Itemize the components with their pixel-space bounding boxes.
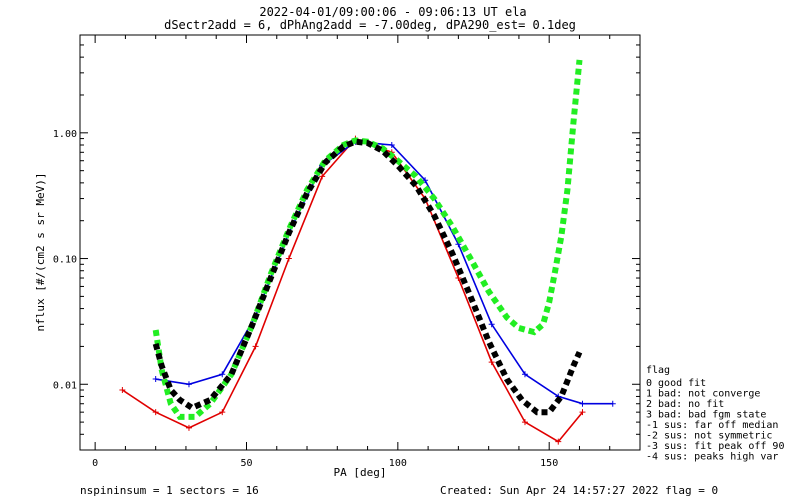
blue-flux-point — [422, 177, 429, 184]
red-flux-point — [285, 255, 292, 262]
x-axis-label: PA [deg] — [334, 466, 387, 479]
red-flux-point — [488, 359, 495, 366]
series-group — [119, 59, 616, 445]
red-flux-point — [219, 409, 226, 416]
title-line-1: 2022-04-01/09:00:06 - 09:06:13 UT ela — [259, 5, 526, 19]
legend-item: -3 sus: fit peak off 90 — [646, 441, 784, 452]
red-flux-point — [455, 275, 462, 282]
red-flux-point — [319, 173, 326, 180]
red-flux-point — [579, 409, 586, 416]
legend-heading: flag — [646, 365, 670, 376]
y-tick-label: 0.01 — [53, 380, 77, 391]
blue-flux-point — [219, 371, 226, 378]
blue-flux-point — [521, 371, 528, 378]
legend-item: 3 bad: bad fgm state — [646, 410, 766, 421]
plot-frame — [79, 34, 641, 451]
y-tick-label: 1.00 — [53, 129, 77, 140]
legend-item: 2 bad: no fit — [646, 399, 724, 410]
red-flux-point — [252, 343, 259, 350]
blue-flux-point — [388, 142, 395, 149]
legend-item: -2 sus: not symmetric — [646, 431, 772, 442]
flag-legend: flag 0 good fit 1 bad: not converge 2 ba… — [646, 365, 784, 463]
legend-item: -4 sus: peaks high var — [646, 452, 778, 463]
x-tick-label: 0 — [92, 458, 98, 469]
y-axis-label: nflux [#/(cm2 s sr MeV)] — [34, 173, 47, 332]
plot-lines — [119, 59, 616, 445]
footer-left: nspininsum = 1 sectors = 16 — [80, 484, 259, 497]
red-flux-line — [121, 137, 584, 443]
blue-flux-point — [152, 376, 159, 383]
legend-item: 1 bad: not converge — [646, 389, 760, 400]
blue-flux-point — [185, 381, 192, 388]
red-flux-point — [555, 438, 562, 445]
blue-flux-point — [609, 400, 616, 407]
red-flux-point — [185, 424, 192, 431]
blue-flux-point — [488, 321, 495, 328]
footer-right: Created: Sun Apr 24 14:57:27 2022 flag =… — [440, 484, 718, 497]
red-flux-point — [152, 409, 159, 416]
blue-flux-point — [579, 400, 586, 407]
legend-item: -1 sus: far off median — [646, 420, 778, 431]
legend-item: 0 good fit — [646, 378, 706, 389]
blue-flux-line — [155, 140, 613, 405]
x-tick-label: 100 — [389, 458, 407, 469]
title-line-2: dSectr2add = 6, dPhAng2add = -7.00deg, d… — [164, 18, 576, 32]
x-tick-label: 150 — [540, 458, 558, 469]
y-tick-label: 0.10 — [53, 255, 77, 266]
red-flux-point — [119, 387, 126, 394]
axis-ticks: 0 50 100 150 0.01 0.10 1.00 — [53, 35, 640, 469]
x-tick-label: 50 — [240, 458, 252, 469]
black-median-fit-line — [152, 138, 583, 416]
green-median-fit-line — [152, 59, 583, 420]
red-flux-point — [521, 419, 528, 426]
